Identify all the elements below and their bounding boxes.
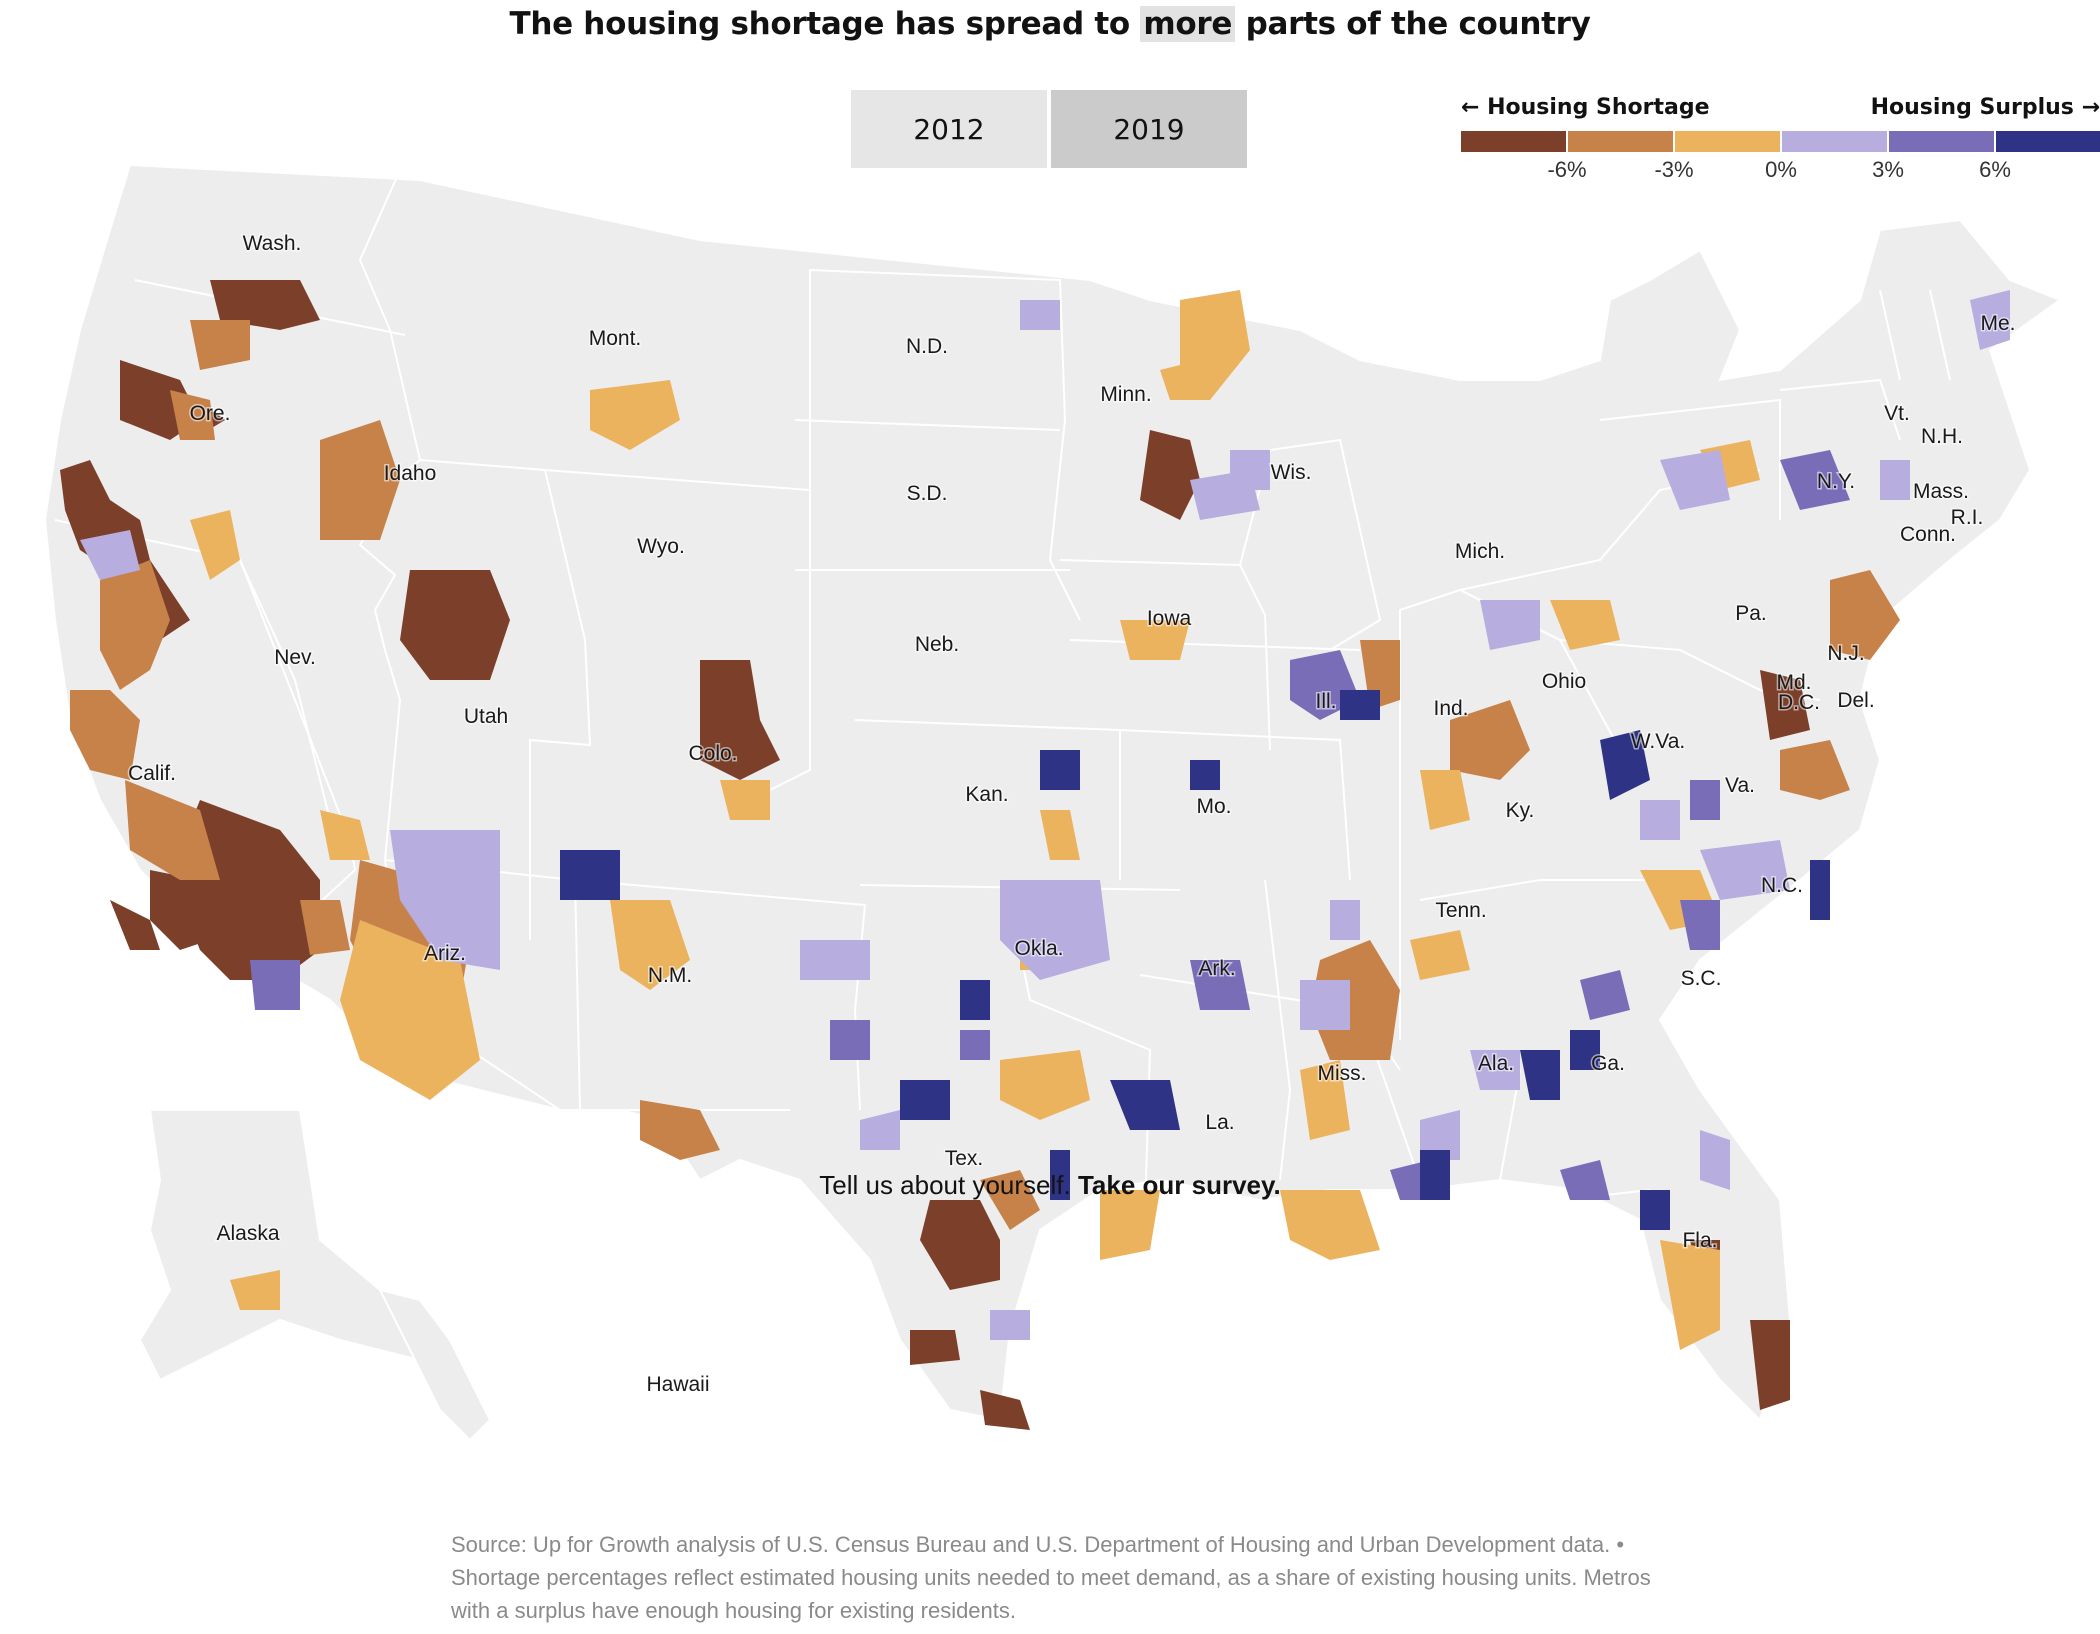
survey-text: Tell us about yourself.: [819, 1170, 1078, 1200]
metro-areas: [60, 280, 2010, 1430]
legend-shortage-label: ← Housing Shortage: [1461, 95, 1710, 120]
year-toggle-2019[interactable]: 2019: [1051, 90, 1247, 168]
state-label: Pa.: [1735, 602, 1767, 625]
legend-swatch-2: [1568, 131, 1673, 152]
state-label: Idaho: [384, 462, 437, 485]
state-label: Wyo.: [637, 535, 685, 558]
survey-link[interactable]: Take our survey.: [1077, 1170, 1281, 1200]
state-label: Ill.: [1316, 690, 1337, 713]
state-label: Del.: [1837, 689, 1874, 712]
hawaii-outline: [378, 1288, 492, 1442]
legend-tier-slight-surplus: [80, 290, 2010, 1340]
state-label: R.I.: [1951, 506, 1984, 529]
state-label: N.C.: [1761, 874, 1803, 897]
us-map: Wash. Ore. Calif. Nev. Idaho Mont. Wyo. …: [43, 163, 2063, 1442]
land-mass: [43, 163, 2063, 1442]
state-label: N.M.: [648, 964, 692, 987]
survey-prompt: Tell us about yourself. Take our survey.: [0, 1170, 2100, 1201]
legend-swatch-6: [1996, 131, 2100, 152]
legend-tier-deep-shortage: [60, 280, 1810, 1430]
state-label: Mont.: [589, 327, 642, 350]
state-label: Mo.: [1196, 795, 1231, 818]
state-label: N.H.: [1921, 425, 1963, 448]
legend-tier-deep-surplus: [560, 690, 1830, 1230]
legend-tick: -6%: [1547, 157, 1587, 182]
legend-tick: 6%: [1979, 157, 2011, 182]
state-label: Tenn.: [1435, 899, 1486, 922]
state-label: Alaska: [216, 1222, 279, 1245]
state-label: Nev.: [274, 646, 316, 669]
state-label: Ariz.: [424, 942, 466, 965]
state-label: S.D.: [907, 482, 948, 505]
state-label: Calif.: [128, 762, 176, 785]
state-label: Ky.: [1506, 799, 1535, 822]
state-label: Utah: [464, 705, 508, 728]
legend-tick: -3%: [1654, 157, 1694, 182]
state-label: Mich.: [1455, 540, 1505, 563]
state-labels: Wash. Ore. Calif. Nev. Idaho Mont. Wyo. …: [127, 231, 2017, 1398]
legend-color-scale: [1461, 131, 2100, 152]
state-label: N.D.: [906, 335, 948, 358]
state-label: Miss.: [1318, 1062, 1367, 1085]
state-label: S.C.: [1681, 967, 1722, 990]
state-label: Md.: [1776, 671, 1811, 694]
state-label: Neb.: [915, 633, 959, 656]
state-label: W.Va.: [1631, 730, 1685, 753]
year-toggle-2012[interactable]: 2012: [851, 90, 1047, 168]
state-label: Iowa: [1147, 607, 1192, 630]
legend-swatch-1: [1461, 131, 1566, 152]
state-label: N.J.: [1827, 642, 1864, 665]
state-label: Vt.: [1884, 402, 1910, 425]
state-label: Conn.: [1900, 523, 1956, 546]
state-label: Okla.: [1014, 937, 1063, 960]
state-label: La.: [1205, 1111, 1234, 1134]
state-label: Hawaii: [646, 1373, 709, 1396]
legend-tick: 0%: [1765, 157, 1797, 182]
state-label: Wash.: [243, 232, 302, 255]
state-label: Wis.: [1271, 461, 1312, 484]
state-label: Ohio: [1542, 670, 1586, 693]
state-label: Me.: [1980, 312, 2015, 335]
state-label: Ark.: [1198, 957, 1235, 980]
state-label: D.C.: [1778, 691, 1820, 714]
state-label: Ind.: [1433, 697, 1468, 720]
state-label: Ala.: [1478, 1052, 1514, 1075]
state-label: Ore.: [190, 402, 231, 425]
state-label: Va.: [1725, 774, 1755, 797]
state-label: Mass.: [1913, 480, 1969, 503]
chart-title: The housing shortage has spread to more …: [0, 6, 2100, 42]
state-label: Minn.: [1100, 383, 1151, 406]
state-label: Tex.: [945, 1147, 984, 1170]
state-label: N.Y.: [1817, 470, 1855, 493]
alaska-outline: [138, 1109, 442, 1382]
legend-tier-surplus: [250, 450, 1850, 1200]
state-label: Kan.: [965, 783, 1008, 806]
legend-swatch-3: [1675, 131, 1780, 152]
title-highlight: more: [1140, 6, 1236, 42]
state-label: Colo.: [688, 742, 737, 765]
conus-outline: [43, 163, 2063, 1422]
legend-swatch-4: [1782, 131, 1887, 152]
legend-swatch-5: [1889, 131, 1994, 152]
state-label: Ga.: [1591, 1052, 1625, 1075]
legend-surplus-label: Housing Surplus →: [1870, 95, 2100, 120]
legend-tick: 3%: [1872, 157, 1904, 182]
title-text-end: parts of the country: [1235, 6, 1591, 42]
state-label: Fla.: [1682, 1229, 1717, 1252]
source-note: Source: Up for Growth analysis of U.S. C…: [451, 1532, 1651, 1623]
title-text-start: The housing shortage has spread to: [509, 6, 1141, 42]
